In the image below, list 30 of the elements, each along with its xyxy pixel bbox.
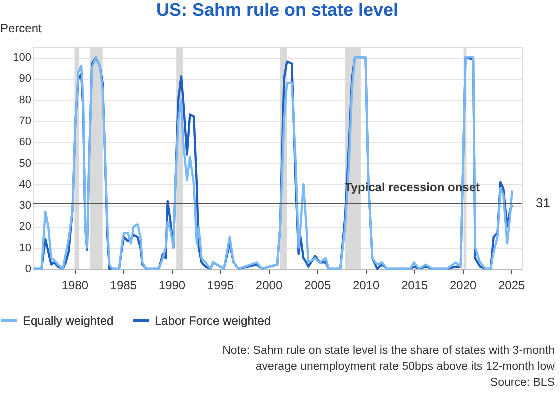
x-tick-label: 2005	[304, 278, 332, 292]
y-tick-label: 10	[19, 242, 32, 254]
x-tick-label: 2020	[450, 278, 477, 292]
y-tick-label: 90	[19, 73, 32, 86]
y-tick-label: 100	[13, 52, 32, 64]
y-tick-label: 40	[19, 178, 32, 191]
x-tick-label: 2025	[498, 278, 526, 292]
y-tick-label: 30	[19, 200, 32, 212]
x-tick-label: 1990	[158, 278, 186, 292]
y-tick-label: 70	[19, 116, 32, 128]
y-tick-label: 20	[19, 221, 32, 234]
source-note: Source: BLS	[490, 377, 556, 389]
y-axis-title: Percent	[0, 22, 43, 36]
x-tick-label: 1995	[207, 278, 234, 292]
chart-title: US: Sahm rule on state level	[156, 0, 399, 20]
x-tick-label: 1985	[110, 278, 138, 292]
legend-label: Labor Force weighted	[155, 314, 272, 328]
y-tick-label: 50	[19, 158, 32, 170]
x-tick-label: 1980	[62, 278, 89, 292]
y-tick-label: 80	[19, 94, 32, 106]
text: average unemployment rate 50bps above its 12-month low	[256, 361, 556, 373]
x-tick-label: 2000	[256, 278, 283, 292]
x-tick-label: 2015	[401, 278, 428, 292]
y-tick-label: 60	[19, 136, 32, 149]
text: Note: Sahm rule on state level is the share of states with 3-month	[222, 345, 555, 357]
line-series	[32, 56, 514, 270]
legend-label: Equally weighted	[23, 314, 114, 328]
annotation: 31	[536, 195, 550, 210]
x-tick-label: 2010	[352, 278, 380, 292]
y-tick-label: 0	[25, 264, 32, 276]
